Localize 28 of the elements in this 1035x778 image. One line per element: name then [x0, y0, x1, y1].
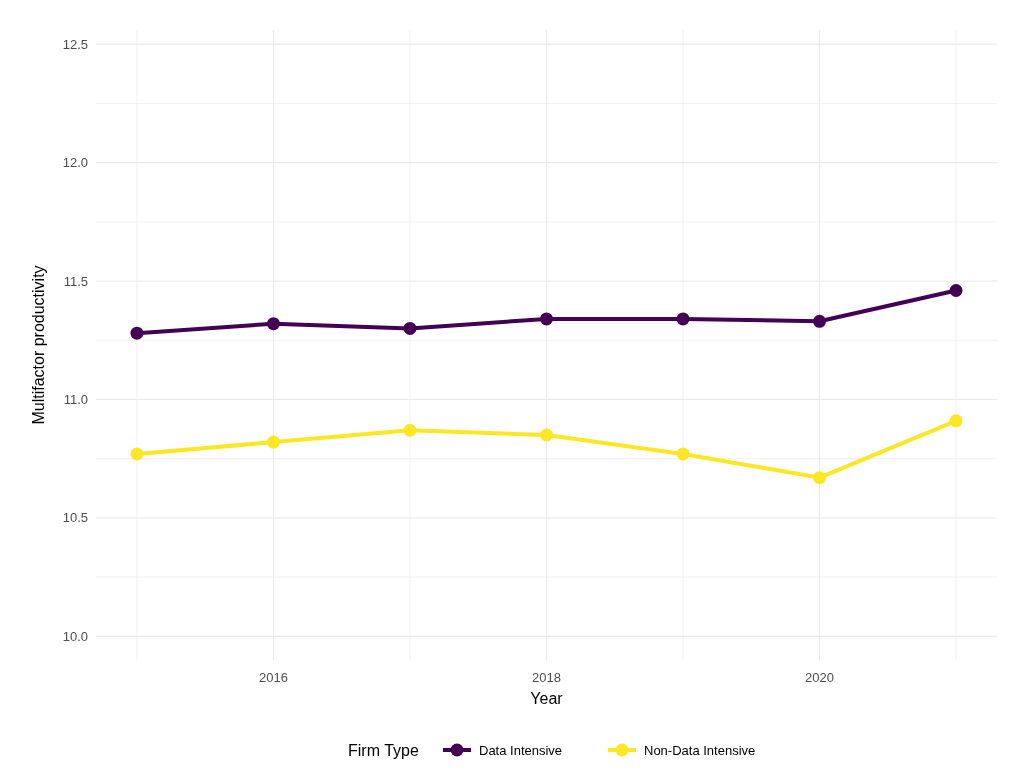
y-tick-label: 12.5 [62, 36, 88, 52]
point [266, 435, 280, 449]
legend-label: Non-Data Intensive [644, 742, 756, 758]
point [949, 284, 963, 298]
point [403, 321, 417, 335]
point [130, 326, 144, 340]
point [676, 312, 690, 326]
x-tick-label: 2018 [532, 670, 561, 685]
point [676, 447, 690, 461]
y-tick-label: 10.0 [62, 628, 88, 644]
point [813, 314, 827, 328]
point [266, 317, 280, 331]
x-tick-label: 2016 [259, 670, 288, 685]
y-tick-label: 11.0 [63, 392, 88, 408]
legend-title: Firm Type [348, 741, 419, 759]
point [403, 423, 417, 437]
point [130, 447, 144, 461]
y-tick-label: 11.5 [63, 273, 88, 289]
x-tick-label: 2020 [805, 670, 834, 685]
point [540, 312, 553, 326]
point [949, 414, 963, 428]
legend-label: Data Intensive [479, 742, 563, 758]
y-tick-label: 10.5 [62, 510, 88, 526]
point [813, 471, 827, 485]
x-axis-title: Year [530, 690, 564, 707]
point [540, 428, 553, 442]
y-tick-label: 12.0 [62, 155, 88, 171]
y-axis-title: Multifactor productivity [30, 265, 47, 425]
